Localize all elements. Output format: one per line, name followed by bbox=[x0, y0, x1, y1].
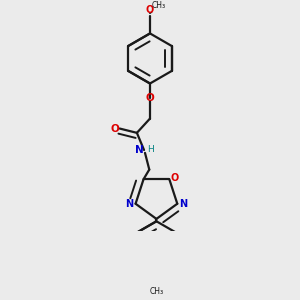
Text: N: N bbox=[179, 199, 187, 209]
Text: N: N bbox=[135, 145, 144, 155]
Text: CH₃: CH₃ bbox=[151, 1, 165, 10]
Text: O: O bbox=[110, 124, 119, 134]
Text: CH₃: CH₃ bbox=[149, 287, 164, 296]
Text: O: O bbox=[146, 93, 154, 103]
Text: O: O bbox=[171, 173, 179, 183]
Text: O: O bbox=[146, 5, 154, 15]
Text: H: H bbox=[147, 145, 154, 154]
Text: N: N bbox=[125, 199, 134, 209]
